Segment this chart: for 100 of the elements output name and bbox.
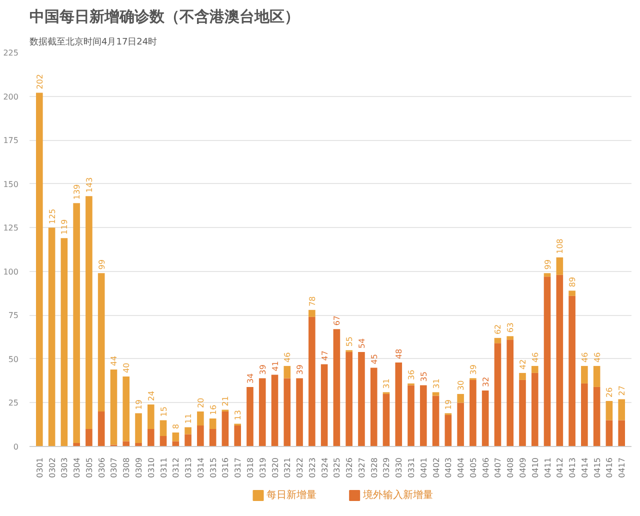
x-tick-label: 0320: [270, 458, 280, 478]
x-tick-label: 0328: [370, 458, 379, 478]
total-label: 46: [283, 352, 292, 362]
x-tick-label: 0305: [84, 458, 94, 478]
bar: [122, 376, 130, 442]
bar: [60, 238, 68, 446]
total-label: 202: [35, 74, 44, 90]
bar: [86, 196, 92, 429]
legend-label: 每日新增量: [266, 489, 317, 501]
bar: [271, 374, 278, 446]
total-label: 31: [432, 378, 441, 389]
x-tick-label: 0401: [419, 458, 428, 478]
bar: [246, 386, 254, 446]
total-label: 19: [134, 400, 144, 410]
bar: [494, 338, 502, 344]
x-tick-label: 0410: [530, 458, 540, 478]
total-label: 46: [530, 352, 540, 362]
total-label: 13: [234, 410, 243, 420]
total-label: 19: [444, 400, 454, 410]
x-tick-label: 0314: [196, 458, 206, 478]
bar: [296, 378, 303, 446]
x-tick-label: 0327: [357, 458, 366, 478]
x-tick-label: 0414: [580, 458, 590, 478]
total-label: 39: [296, 364, 305, 375]
x-tick-label: 0409: [518, 458, 528, 478]
bar: [197, 425, 204, 446]
x-tick-label: 0313: [184, 458, 194, 478]
bar: [222, 411, 229, 446]
total-label: 32: [481, 376, 490, 387]
total-label: 30: [456, 380, 466, 390]
x-tick-label: 0315: [208, 458, 218, 478]
bar: [531, 372, 538, 446]
y-tick-label: 125: [3, 224, 19, 233]
x-tick-label: 0317: [234, 458, 243, 478]
x-tick-label: 0415: [592, 458, 602, 478]
total-label: 8: [172, 424, 181, 429]
x-tick-label: 0306: [97, 458, 106, 478]
bar: [444, 414, 452, 446]
x-tick-label: 0310: [146, 458, 156, 478]
total-label: 62: [494, 324, 503, 334]
bar: [519, 372, 526, 380]
total-label: 45: [370, 354, 379, 364]
bar: [544, 276, 551, 446]
total-label: 89: [568, 276, 578, 288]
bar: [147, 428, 154, 446]
x-tick-label: 0325: [332, 458, 342, 478]
bar: [618, 399, 625, 420]
bar: [209, 428, 216, 446]
x-tick-label: 0304: [72, 458, 82, 478]
x-tick-label: 0405: [468, 458, 478, 478]
total-label: 48: [394, 348, 404, 359]
bar: [48, 228, 56, 446]
total-label: 55: [345, 336, 354, 347]
bar: [110, 369, 118, 445]
y-tick-label: 0: [13, 442, 19, 452]
total-label: 20: [196, 398, 206, 408]
bar: [408, 385, 414, 446]
bar: [98, 411, 105, 446]
y-tick-label: 200: [3, 92, 19, 102]
bar: [470, 380, 476, 446]
bar: [197, 411, 204, 426]
x-tick-label: 0308: [122, 458, 132, 478]
bar: [506, 336, 514, 340]
bar: [494, 343, 502, 446]
total-label: 31: [382, 378, 392, 389]
bar: [135, 413, 142, 443]
x-tick-label: 0326: [345, 458, 354, 478]
bar: [147, 404, 154, 429]
total-label: 119: [60, 219, 70, 235]
x-tick-label: 0417: [618, 458, 627, 478]
bar: [184, 434, 192, 446]
total-label: 63: [506, 322, 516, 333]
x-tick-label: 0406: [481, 458, 490, 478]
bar: [519, 380, 526, 446]
x-tick-label: 0411: [543, 458, 552, 478]
bar: [122, 441, 130, 446]
total-label: 54: [357, 338, 366, 348]
y-tick-label: 175: [3, 136, 19, 146]
x-tick-label: 0312: [172, 458, 181, 478]
x-tick-label: 0307: [110, 458, 119, 478]
bar: [73, 203, 80, 443]
y-tick-label: 50: [8, 354, 19, 364]
x-tick-label: 0322: [296, 458, 305, 478]
bar: [284, 366, 291, 378]
chart-subtitle: 数据截至北京时间4月17日24时: [30, 36, 158, 48]
y-tick-label: 25: [8, 398, 19, 408]
total-label: 139: [72, 184, 82, 200]
x-tick-label: 0318: [246, 458, 255, 478]
bar: [618, 420, 625, 446]
total-label: 99: [97, 259, 106, 270]
x-tick-label: 0321: [283, 458, 292, 478]
x-tick-label: 0311: [159, 458, 168, 478]
x-tick-label: 0407: [494, 458, 503, 478]
x-tick-label: 0403: [444, 458, 454, 478]
x-tick-label: 0316: [221, 458, 230, 478]
y-tick-label: 100: [3, 267, 19, 276]
total-label: 125: [48, 208, 57, 224]
total-label: 99: [543, 259, 552, 270]
x-tick-label: 0331: [407, 458, 416, 478]
x-tick-label: 0330: [394, 458, 404, 478]
